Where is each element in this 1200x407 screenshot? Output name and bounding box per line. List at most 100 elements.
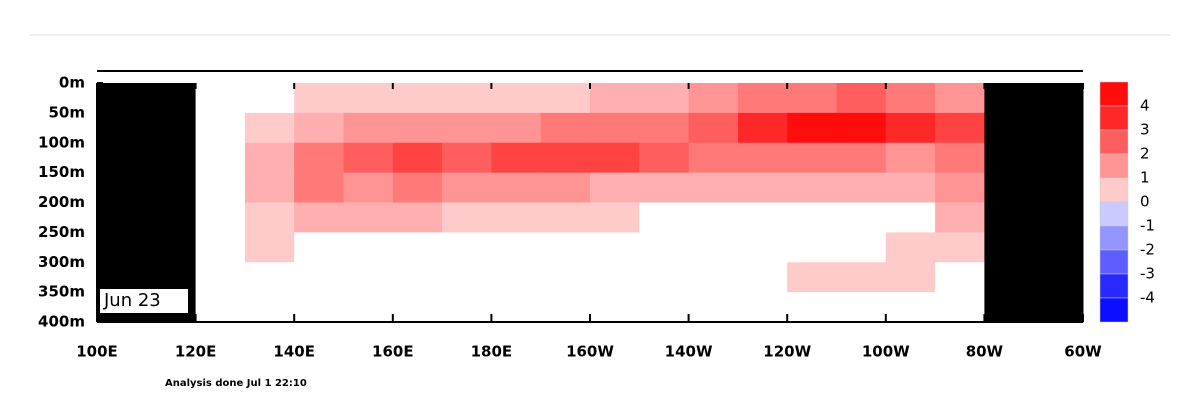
cell bbox=[540, 262, 591, 293]
cell bbox=[590, 262, 640, 293]
y-tick-label: 0m bbox=[59, 74, 85, 92]
x-tick-label: 140E bbox=[273, 343, 315, 361]
cell bbox=[688, 83, 739, 114]
cell bbox=[392, 202, 443, 233]
cell bbox=[244, 292, 295, 323]
land-mask bbox=[146, 232, 197, 263]
y-tick-label: 400m bbox=[38, 313, 85, 331]
land-mask bbox=[1033, 202, 1084, 233]
land-mask bbox=[146, 262, 197, 293]
cell bbox=[935, 232, 985, 263]
land-mask bbox=[97, 83, 147, 114]
x-tick-label: 80W bbox=[966, 343, 1004, 361]
cell bbox=[590, 292, 640, 323]
cell bbox=[540, 232, 591, 263]
cell bbox=[491, 292, 542, 323]
cell bbox=[195, 232, 246, 263]
cell bbox=[195, 262, 246, 293]
land-mask bbox=[1033, 83, 1084, 114]
cell bbox=[787, 112, 837, 144]
cell bbox=[737, 142, 788, 174]
land-mask bbox=[1033, 262, 1084, 293]
cell bbox=[442, 172, 492, 203]
cell bbox=[442, 112, 492, 144]
x-tick-label: 120E bbox=[175, 343, 217, 361]
colorbar-box bbox=[1099, 105, 1129, 131]
cell bbox=[836, 172, 887, 203]
cell bbox=[392, 142, 443, 174]
cell bbox=[688, 202, 739, 233]
cell bbox=[195, 292, 246, 323]
cell bbox=[540, 172, 591, 203]
land-mask bbox=[97, 202, 147, 233]
x-tick-label: 120W bbox=[763, 343, 811, 361]
cell bbox=[787, 83, 837, 114]
cell bbox=[935, 172, 985, 203]
cell bbox=[935, 83, 985, 114]
cell bbox=[442, 232, 492, 263]
cell bbox=[244, 202, 295, 233]
cell bbox=[442, 202, 492, 233]
cell bbox=[343, 172, 394, 203]
cell bbox=[737, 232, 788, 263]
land-mask bbox=[97, 112, 147, 144]
land-mask bbox=[1033, 172, 1084, 203]
cell bbox=[244, 112, 295, 144]
colorbar-label: 0 bbox=[1140, 193, 1150, 211]
cell bbox=[787, 292, 837, 323]
cell bbox=[737, 83, 788, 114]
cell bbox=[639, 172, 690, 203]
cell bbox=[294, 202, 344, 233]
cell bbox=[836, 232, 887, 263]
cell bbox=[294, 142, 344, 174]
colorbar-label: 1 bbox=[1140, 169, 1150, 187]
cell bbox=[885, 142, 936, 174]
land-mask bbox=[1033, 112, 1084, 144]
colorbar-label: -4 bbox=[1140, 289, 1155, 307]
cell bbox=[343, 292, 394, 323]
cell bbox=[836, 83, 887, 114]
cell bbox=[244, 142, 295, 174]
cell bbox=[787, 142, 837, 174]
land-mask bbox=[146, 112, 197, 144]
cell bbox=[343, 232, 394, 263]
cell bbox=[590, 172, 640, 203]
land-mask bbox=[984, 112, 1035, 144]
land-mask bbox=[1033, 142, 1084, 174]
cell bbox=[442, 142, 492, 174]
cell bbox=[540, 292, 591, 323]
y-tick-label: 300m bbox=[38, 253, 85, 271]
colorbar-box bbox=[1099, 225, 1129, 251]
cell bbox=[737, 112, 788, 144]
colorbar-label: 3 bbox=[1140, 121, 1150, 139]
y-tick-label: 250m bbox=[38, 223, 85, 241]
cell bbox=[294, 112, 344, 144]
x-tick-label: 100W bbox=[862, 343, 910, 361]
cell bbox=[885, 172, 936, 203]
cell bbox=[688, 142, 739, 174]
colorbar-label: 2 bbox=[1140, 145, 1150, 163]
cell bbox=[885, 83, 936, 114]
cell bbox=[195, 142, 246, 174]
land-mask bbox=[984, 83, 1035, 114]
cell bbox=[491, 112, 542, 144]
land-mask bbox=[97, 262, 147, 293]
cell bbox=[294, 83, 344, 114]
land-mask bbox=[984, 142, 1035, 174]
cell bbox=[491, 202, 542, 233]
cell bbox=[836, 112, 887, 144]
cell bbox=[244, 232, 295, 263]
land-mask bbox=[146, 172, 197, 203]
cell bbox=[244, 83, 295, 114]
cell bbox=[491, 172, 542, 203]
colorbar-label: -3 bbox=[1140, 265, 1155, 283]
cell bbox=[442, 262, 492, 293]
colorbar-box bbox=[1099, 273, 1129, 299]
land-mask bbox=[1033, 232, 1084, 263]
colorbar-label: -1 bbox=[1140, 217, 1155, 235]
cell bbox=[195, 112, 246, 144]
cell bbox=[836, 142, 887, 174]
land-mask bbox=[146, 202, 197, 233]
analysis-note: Analysis done Jul 1 22:10 bbox=[165, 378, 307, 389]
